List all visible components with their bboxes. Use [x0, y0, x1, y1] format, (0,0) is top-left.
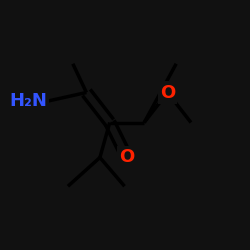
- Text: O: O: [160, 84, 175, 102]
- Text: O: O: [119, 148, 134, 166]
- Text: H₂N: H₂N: [9, 92, 47, 110]
